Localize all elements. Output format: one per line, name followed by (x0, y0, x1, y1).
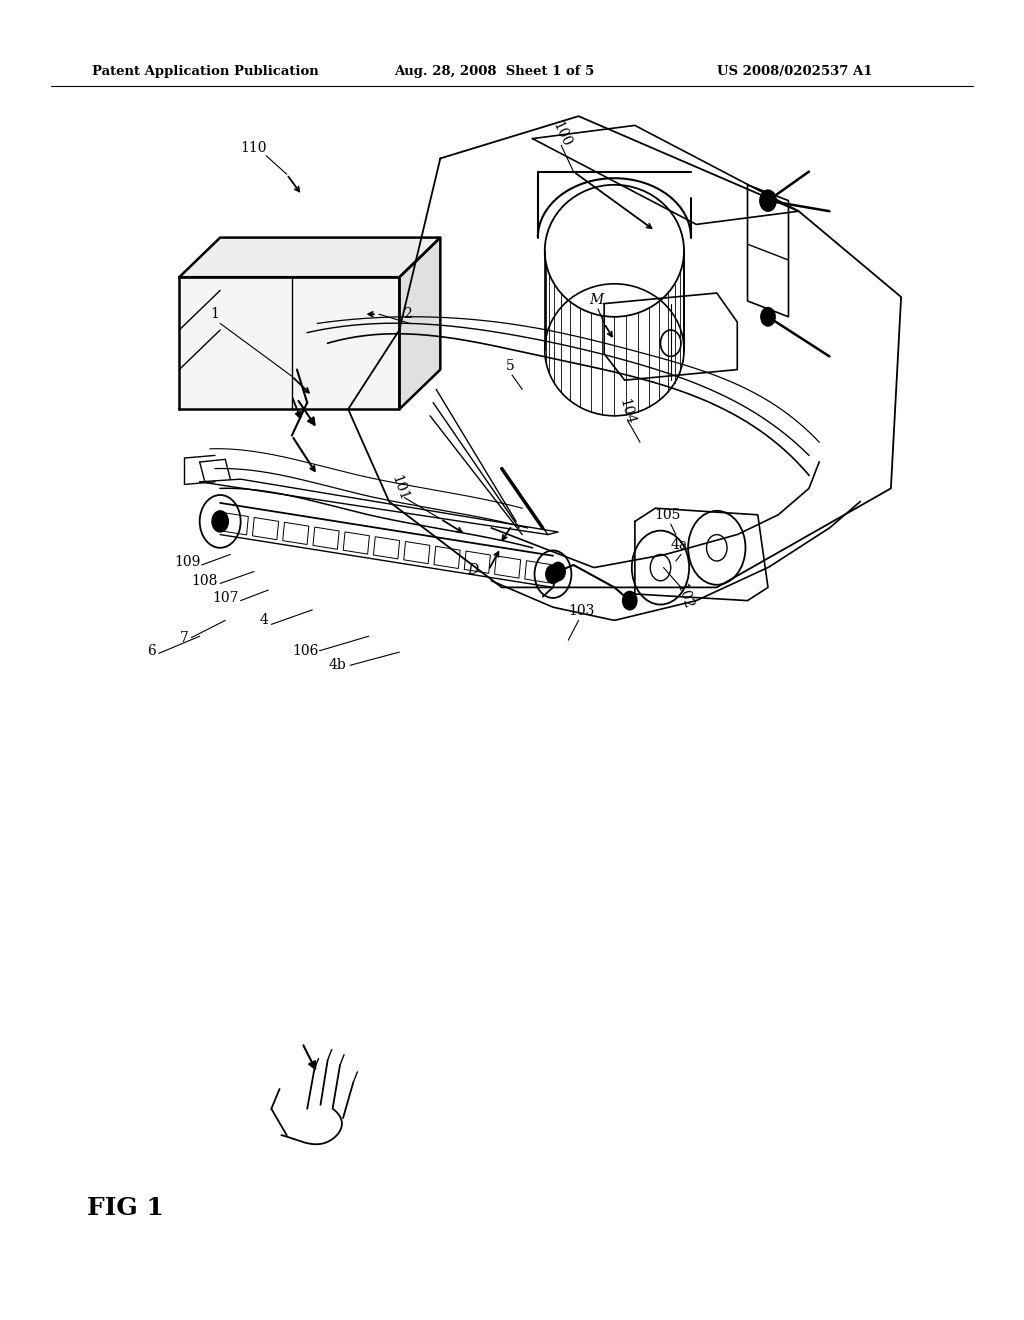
Bar (283, 523, 309, 545)
Text: 105: 105 (654, 508, 681, 521)
Bar (313, 527, 339, 549)
Circle shape (551, 562, 565, 581)
Text: 104: 104 (616, 397, 637, 426)
Bar (403, 541, 430, 564)
Circle shape (761, 308, 775, 326)
Bar (434, 546, 460, 569)
Text: 103: 103 (568, 605, 595, 618)
Text: US 2008/0202537 A1: US 2008/0202537 A1 (717, 66, 872, 78)
Text: 107: 107 (212, 591, 239, 605)
Text: 102: 102 (674, 582, 694, 611)
Text: 110: 110 (241, 141, 267, 154)
Circle shape (623, 591, 637, 610)
Text: 1: 1 (211, 308, 219, 321)
Circle shape (760, 190, 776, 211)
Polygon shape (179, 277, 399, 409)
Text: 4b: 4b (329, 659, 347, 672)
Text: 2: 2 (403, 308, 412, 321)
Bar (222, 512, 249, 535)
Bar (495, 556, 520, 578)
Text: 4: 4 (260, 614, 268, 627)
Text: 106: 106 (292, 644, 318, 657)
Text: 6: 6 (147, 644, 156, 657)
Text: 5: 5 (506, 359, 514, 372)
Text: 7: 7 (180, 631, 188, 644)
Bar (374, 537, 399, 558)
Text: FIG 1: FIG 1 (87, 1196, 164, 1220)
Circle shape (212, 511, 228, 532)
Text: 109: 109 (174, 556, 201, 569)
Bar (253, 517, 279, 540)
Circle shape (546, 565, 560, 583)
Text: M: M (589, 293, 603, 306)
Polygon shape (399, 238, 440, 409)
Bar (343, 532, 370, 554)
Text: 4a: 4a (671, 539, 687, 552)
Text: D: D (468, 564, 478, 577)
Polygon shape (179, 238, 440, 277)
Text: 100: 100 (549, 120, 573, 149)
Bar (464, 550, 490, 573)
Bar (524, 561, 551, 583)
Text: 108: 108 (191, 574, 218, 587)
Text: Aug. 28, 2008  Sheet 1 of 5: Aug. 28, 2008 Sheet 1 of 5 (394, 66, 595, 78)
Text: Patent Application Publication: Patent Application Publication (92, 66, 318, 78)
Text: 101: 101 (388, 474, 411, 503)
